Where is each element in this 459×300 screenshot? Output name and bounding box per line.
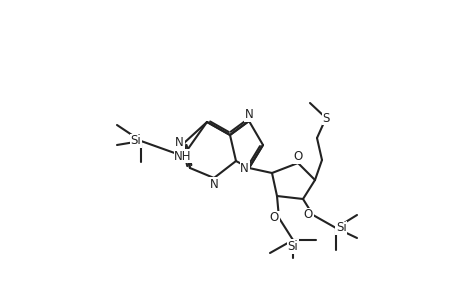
Text: N: N (209, 178, 218, 191)
Text: Si: Si (130, 134, 141, 148)
Text: O: O (303, 208, 312, 221)
Text: S: S (322, 112, 329, 124)
Text: O: O (269, 212, 279, 224)
Text: N: N (244, 108, 253, 121)
Text: N: N (240, 161, 248, 175)
Text: Si: Si (335, 221, 346, 235)
Text: O: O (293, 150, 302, 163)
Text: N: N (175, 136, 184, 149)
Text: NH: NH (174, 149, 191, 163)
Text: Si: Si (287, 240, 298, 253)
